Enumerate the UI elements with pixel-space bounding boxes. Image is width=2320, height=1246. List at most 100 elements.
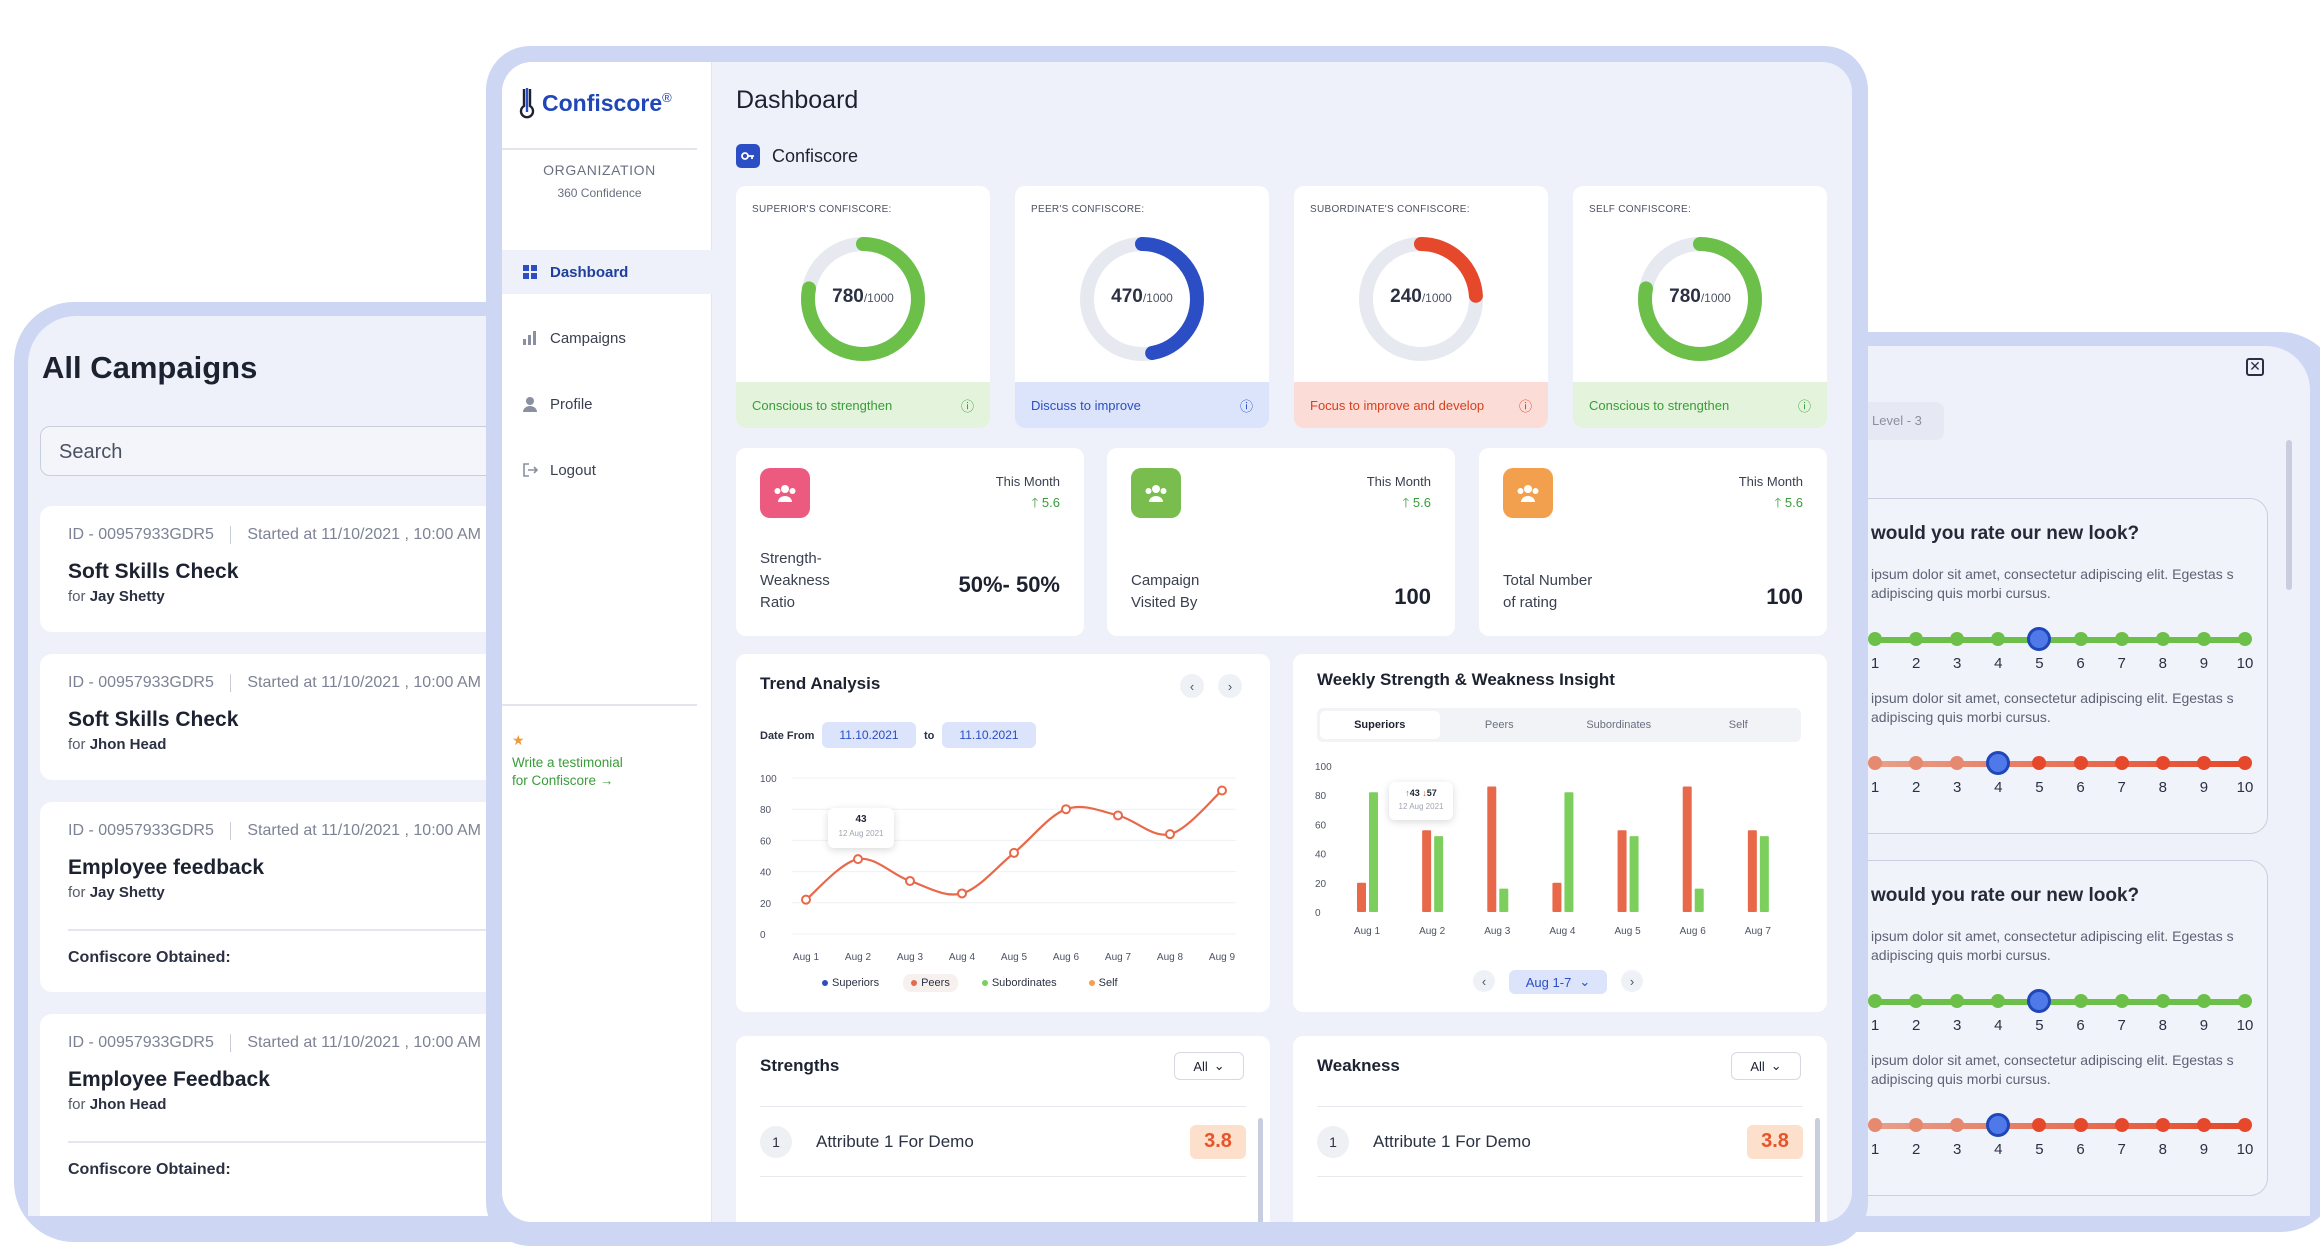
slider-dot bbox=[1950, 1118, 1965, 1132]
info-icon[interactable]: ⓘ bbox=[960, 398, 974, 414]
campaign-card[interactable]: ID - 00957933GDR5 Started at 11/10/2021 ,… bbox=[40, 802, 568, 992]
tab-superiors[interactable]: Superiors bbox=[1320, 711, 1440, 739]
nav-dashboard[interactable]: Dashboard bbox=[502, 250, 712, 294]
gauge-footer-text: Conscious to strengthen bbox=[1589, 397, 1730, 413]
slider-dot bbox=[2114, 756, 2129, 770]
gauge-label: SELF CONFISCORE: bbox=[1589, 204, 1692, 215]
question-card: would you rate our new look? ipsum dolor… bbox=[1800, 860, 2268, 1196]
tab-peers[interactable]: Peers bbox=[1484, 719, 1514, 731]
campaign-card[interactable]: ID - 00957933GDR5 Started at 11/10/2021 ,… bbox=[40, 1014, 568, 1216]
gauge-ring bbox=[1080, 237, 1204, 361]
gauge-footer-text: Focus to improve and develop bbox=[1310, 397, 1485, 413]
scale-number: 8 bbox=[2158, 1017, 2167, 1034]
slider-dot bbox=[2155, 756, 2170, 770]
insight-tabs: Superiors Peers Subordinates Self bbox=[1317, 708, 1801, 742]
stat-period: This Month bbox=[1738, 474, 1803, 489]
info-icon[interactable]: ⓘ bbox=[1797, 398, 1811, 414]
chevron-left-icon[interactable]: ‹ bbox=[1473, 970, 1495, 992]
info-icon[interactable]: ⓘ bbox=[1239, 398, 1253, 414]
strengths-filter-dropdown[interactable]: All ⌄ bbox=[1174, 1052, 1244, 1080]
gauge-card-superior: SUPERIOR'S CONFISCORE: 780/1000 Consciou… bbox=[736, 186, 990, 428]
filter-label: All bbox=[1750, 1058, 1765, 1074]
scale-number: 9 bbox=[2199, 1141, 2209, 1158]
scale-number: 4 bbox=[1994, 779, 2003, 796]
scale-number: 2 bbox=[1911, 779, 1921, 796]
table-row[interactable]: 1 Attribute 1 For Demo 3.8 bbox=[760, 1106, 1246, 1176]
rating-slider-red[interactable]: 1 2 3 4 5 6 7 8 9 10 bbox=[1868, 751, 2253, 796]
scale-number: 7 bbox=[2117, 1017, 2126, 1034]
y-tick-label: 0 bbox=[1315, 908, 1321, 919]
bar bbox=[1552, 882, 1562, 912]
data-point bbox=[853, 854, 863, 865]
scale-number: 1 bbox=[1870, 655, 1880, 672]
x-tick-label: Aug 1 bbox=[793, 952, 820, 963]
gauge-footer-text: Discuss to improve bbox=[1031, 397, 1141, 413]
data-point bbox=[1165, 829, 1175, 840]
scale-number: 8 bbox=[2158, 779, 2167, 796]
campaign-start: Started at 11/10/2021 , 10:00 AM bbox=[247, 1034, 482, 1052]
scrollbar[interactable] bbox=[2286, 440, 2292, 590]
nav-logout[interactable]: Logout bbox=[502, 448, 712, 492]
x-tick-label: Aug 4 bbox=[949, 952, 976, 963]
week-range-label: Aug 1-7 bbox=[1525, 974, 1572, 990]
attribute-score: 3.8 bbox=[1747, 1124, 1803, 1159]
campaign-card[interactable]: ID - 00957933GDR5 Started at 11/10/2021 ,… bbox=[40, 506, 568, 632]
bar bbox=[1357, 882, 1366, 912]
scale-number: 6 bbox=[2076, 779, 2085, 796]
nav-label: Logout bbox=[550, 461, 596, 479]
x-tick-label: Aug 9 bbox=[1209, 952, 1236, 963]
stat-value: 100 bbox=[1394, 584, 1431, 609]
legend-self[interactable]: Self bbox=[1081, 974, 1126, 992]
slider-dot bbox=[2155, 1118, 2170, 1132]
campaign-card[interactable]: ID - 00957933GDR5 Started at 11/10/2021 ,… bbox=[40, 654, 568, 780]
rating-slider-green[interactable]: 1 2 3 4 5 6 7 8 9 10 bbox=[1868, 989, 2253, 1034]
rating-panel: ✕ Level - 3 would you rate our new look?… bbox=[1800, 346, 2310, 1216]
week-range-dropdown[interactable]: Aug 1-7 ⌄ bbox=[1509, 970, 1607, 994]
stat-label: Total Number of rating bbox=[1503, 572, 1593, 611]
testimonial-link[interactable]: Write a testimonial for Confiscore → bbox=[512, 754, 623, 790]
y-tick-label: 80 bbox=[1315, 791, 1327, 802]
chevron-left-icon[interactable]: ‹ bbox=[1180, 674, 1204, 698]
tab-subordinates[interactable]: Subordinates bbox=[1586, 719, 1652, 731]
chevron-right-icon[interactable]: › bbox=[1621, 970, 1643, 992]
tab-self[interactable]: Self bbox=[1728, 719, 1748, 731]
nav-campaigns[interactable]: Campaigns bbox=[502, 316, 712, 360]
info-icon[interactable]: ⓘ bbox=[1518, 398, 1532, 414]
stat-label: Strength- Weakness Ratio bbox=[760, 550, 830, 611]
gauge-footer: Conscious to strengthen ⓘ bbox=[736, 382, 990, 428]
rating-slider-red[interactable]: 1 2 3 4 5 6 7 8 9 10 bbox=[1868, 1113, 2253, 1158]
legend-label: Superiors bbox=[832, 977, 880, 989]
x-tick-label: Aug 7 bbox=[1105, 952, 1132, 963]
date-from-input[interactable]: 11.10.2021 bbox=[822, 722, 916, 748]
table-row[interactable]: 1 Attribute 1 For Demo 3.8 bbox=[1317, 1106, 1803, 1176]
legend-peers[interactable]: Peers bbox=[903, 974, 958, 992]
campaign-id: ID - 00957933GDR5 bbox=[68, 822, 214, 840]
nav-profile[interactable]: Profile bbox=[502, 382, 712, 426]
key-icon bbox=[736, 144, 760, 168]
close-icon[interactable]: ✕ bbox=[2246, 358, 2264, 376]
chevron-right-icon[interactable]: › bbox=[1218, 674, 1242, 698]
strengths-card: Strengths All ⌄ 1 Attribute 1 For Demo 3.… bbox=[736, 1036, 1270, 1222]
gauge-value: 780 bbox=[832, 286, 864, 307]
legend-superiors[interactable]: Superiors bbox=[814, 974, 887, 992]
stat-card-rating: This Month 🡑 5.6 Total Number of rating … bbox=[1479, 448, 1827, 636]
search-input[interactable]: Search bbox=[40, 426, 568, 476]
stat-card-ratio: This Month 🡑 5.6 Strength- Weakness Rati… bbox=[736, 448, 1084, 636]
legend-subordinates[interactable]: Subordinates bbox=[974, 974, 1065, 992]
weakness-filter-dropdown[interactable]: All ⌄ bbox=[1731, 1052, 1801, 1080]
x-tick-label: Aug 6 bbox=[1053, 952, 1080, 963]
slider-dot bbox=[1991, 632, 2006, 646]
scrollbar[interactable] bbox=[1815, 1118, 1820, 1222]
question-desc: ipsum dolor sit amet, consectetur adipis… bbox=[1871, 690, 2234, 725]
data-point bbox=[1113, 810, 1123, 821]
slider-dot bbox=[2196, 994, 2211, 1008]
date-to-input[interactable]: 11.10.2021 bbox=[942, 722, 1036, 748]
slider-dot bbox=[1868, 1118, 1882, 1132]
scrollbar[interactable] bbox=[1258, 1118, 1263, 1222]
slider-dot bbox=[2155, 632, 2170, 646]
question-text: would you rate our new look? bbox=[1871, 885, 2140, 906]
rating-slider-green[interactable]: 1 2 3 4 5 6 7 8 9 10 bbox=[1868, 627, 2253, 672]
gauge-ring bbox=[1359, 237, 1483, 361]
campaign-title: Soft Skills Check bbox=[68, 708, 239, 732]
trend-line-chart: 0 20 40 60 80 100 Aug 1 Aug 2 Aug 3 Aug 4 Aug 5 Aug… bbox=[760, 774, 1236, 963]
